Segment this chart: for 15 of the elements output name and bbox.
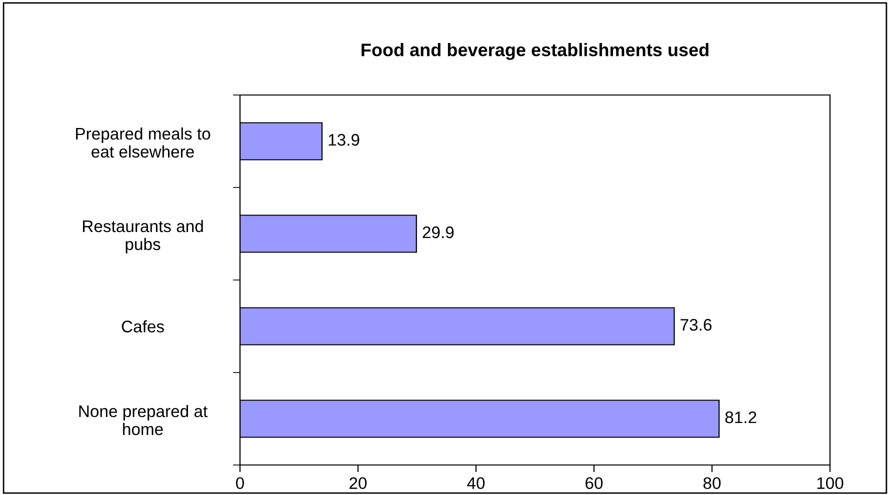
chart-title: Food and beverage establishments used — [362, 43, 708, 60]
x-tick-label: 100 — [817, 477, 844, 490]
x-tick-label: 80 — [703, 477, 721, 490]
y-tick-label: Restaurants and pubs — [83, 220, 203, 254]
y-tick-label: Prepared meals to eat elsewhere — [76, 127, 210, 158]
data-label: 81.2 — [725, 411, 756, 424]
data-label: 13.9 — [328, 134, 360, 146]
y-tick-label: None prepared at home — [79, 404, 208, 436]
x-tick-label: 40 — [467, 477, 485, 490]
x-tick-label: 20 — [350, 477, 367, 490]
y-tick-label: Cafes — [122, 320, 164, 332]
data-label: 73.6 — [680, 318, 712, 331]
x-tick-label: 0 — [236, 477, 244, 490]
x-tick-label: 60 — [586, 477, 603, 490]
data-label: 29.9 — [422, 226, 454, 238]
